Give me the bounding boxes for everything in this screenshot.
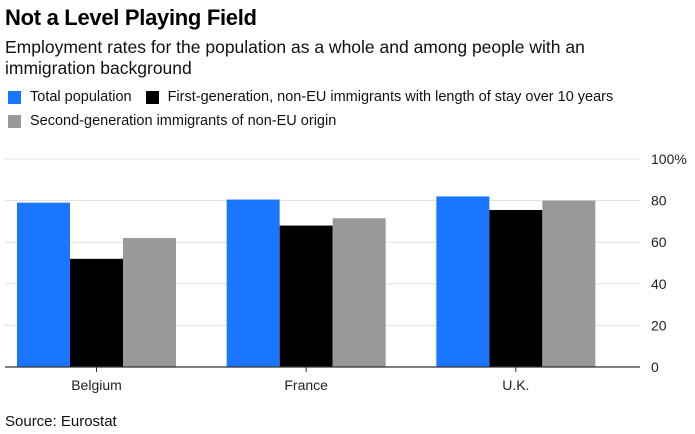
legend-row-2: Second-generation immigrants of non-EU o…	[8, 113, 350, 129]
y-tick-label-80: 80	[651, 193, 667, 209]
chart-subtitle: Employment rates for the population as a…	[5, 37, 585, 78]
bar-belgium-total	[17, 202, 70, 367]
bar-france-first-generation	[279, 225, 333, 367]
legend-swatch-total	[8, 90, 21, 104]
bar-uk-total	[436, 196, 490, 367]
legend-item-second-generation: Second-generation immigrants of non-EU o…	[8, 113, 336, 129]
bar-chart: 0 20 40 60 80 100% Belgium France U.K.	[5, 151, 687, 393]
x-tick-label-belgium: Belgium	[71, 377, 122, 393]
legend-label-second-generation: Second-generation immigrants of non-EU o…	[30, 113, 337, 129]
legend-item-total: Total population	[8, 89, 132, 105]
bar-belgium-first-generation	[70, 258, 123, 367]
bar-france-total	[226, 199, 280, 367]
legend-item-first-generation: First-generation, non-EU immigrants with…	[145, 89, 614, 105]
x-tick-label-uk: U.K.	[502, 377, 529, 393]
legend-row-1: Total population First-generation, non-E…	[8, 89, 627, 105]
legend-label-total: Total population	[30, 89, 132, 105]
y-tick-label-20: 20	[651, 317, 667, 333]
bar-belgium-second-generation	[123, 238, 176, 367]
y-tick-label-40: 40	[651, 276, 667, 292]
source-note: Source: Eurostat	[5, 413, 117, 430]
bar-uk-first-generation	[489, 209, 543, 367]
legend-swatch-second-generation	[8, 114, 21, 128]
x-tick-label-france: France	[284, 377, 328, 393]
y-tick-label-60: 60	[651, 234, 667, 250]
legend-swatch-first-generation	[145, 90, 159, 104]
y-tick-label-0: 0	[651, 359, 659, 375]
legend-label-first-generation: First-generation, non-EU immigrants with…	[167, 89, 614, 105]
y-tick-label-100: 100%	[651, 151, 687, 167]
chart-title: Not a Level Playing Field	[5, 5, 257, 30]
bar-france-second-generation	[332, 218, 386, 367]
bar-uk-second-generation	[542, 200, 596, 367]
